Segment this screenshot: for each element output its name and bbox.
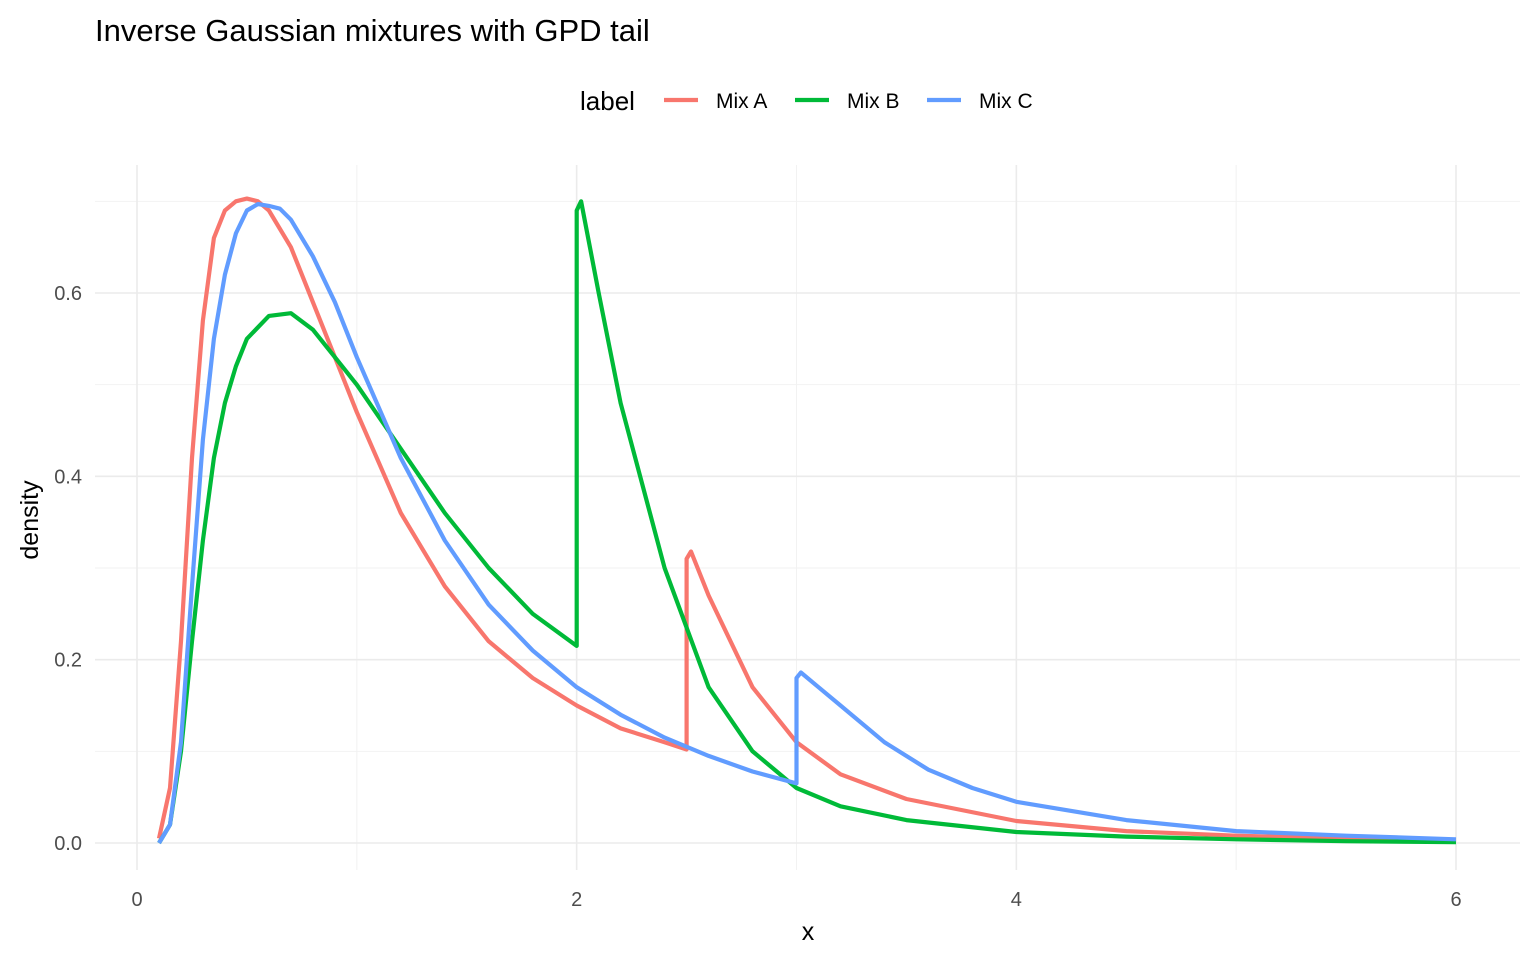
legend-title: label (580, 86, 635, 116)
y-axis-ticks: 0.0 0.2 0.4 0.6 (54, 283, 82, 855)
chart-title: Inverse Gaussian mixtures with GPD tail (95, 13, 650, 48)
y-axis-title: density (16, 480, 44, 560)
x-tick-label: 0 (131, 889, 142, 911)
y-tick-label: 0.0 (54, 833, 82, 855)
legend-label-mix-c: Mix C (979, 90, 1033, 113)
x-tick-label: 2 (571, 889, 582, 911)
series-line-mix-b (157, 199, 1457, 845)
y-tick-label: 0.6 (54, 283, 82, 305)
x-tick-label: 4 (1011, 889, 1022, 911)
legend-label-mix-b: Mix B (847, 90, 900, 113)
x-axis-title: x (802, 918, 815, 946)
series-line-mix-a (156, 196, 1457, 843)
legend: label Mix A Mix B Mix C (580, 86, 1033, 116)
series-line-mix-c (157, 202, 1457, 845)
y-tick-label: 0.4 (54, 466, 82, 488)
x-tick-label: 6 (1450, 889, 1461, 911)
legend-label-mix-a: Mix A (716, 90, 767, 113)
y-tick-label: 0.2 (54, 650, 82, 672)
plot-panel (95, 165, 1520, 870)
x-axis-ticks: 0 2 4 6 (131, 889, 1461, 911)
